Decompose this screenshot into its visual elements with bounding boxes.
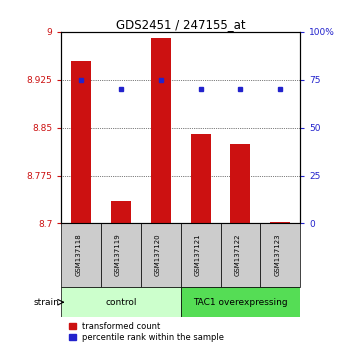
Bar xyxy=(221,223,260,287)
Text: GSM137120: GSM137120 xyxy=(155,233,161,276)
Text: control: control xyxy=(105,298,137,307)
Bar xyxy=(71,61,91,223)
Bar xyxy=(181,287,300,317)
Text: GSM137122: GSM137122 xyxy=(234,233,240,275)
Bar xyxy=(231,144,250,223)
Text: GSM137119: GSM137119 xyxy=(115,233,121,276)
Text: TAC1 overexpressing: TAC1 overexpressing xyxy=(193,298,288,307)
Bar xyxy=(61,223,101,287)
Bar xyxy=(270,222,290,223)
Title: GDS2451 / 247155_at: GDS2451 / 247155_at xyxy=(116,18,246,31)
Bar xyxy=(61,287,181,317)
Bar xyxy=(101,223,141,287)
Bar xyxy=(151,38,171,223)
Bar xyxy=(181,223,221,287)
Legend: transformed count, percentile rank within the sample: transformed count, percentile rank withi… xyxy=(65,318,227,346)
Bar xyxy=(260,223,300,287)
Text: strain: strain xyxy=(33,298,59,307)
Text: GSM137121: GSM137121 xyxy=(195,233,201,276)
Bar xyxy=(191,134,210,223)
Bar xyxy=(111,201,131,223)
Text: GSM137123: GSM137123 xyxy=(274,233,280,276)
Text: GSM137118: GSM137118 xyxy=(75,233,81,276)
Bar xyxy=(141,223,181,287)
